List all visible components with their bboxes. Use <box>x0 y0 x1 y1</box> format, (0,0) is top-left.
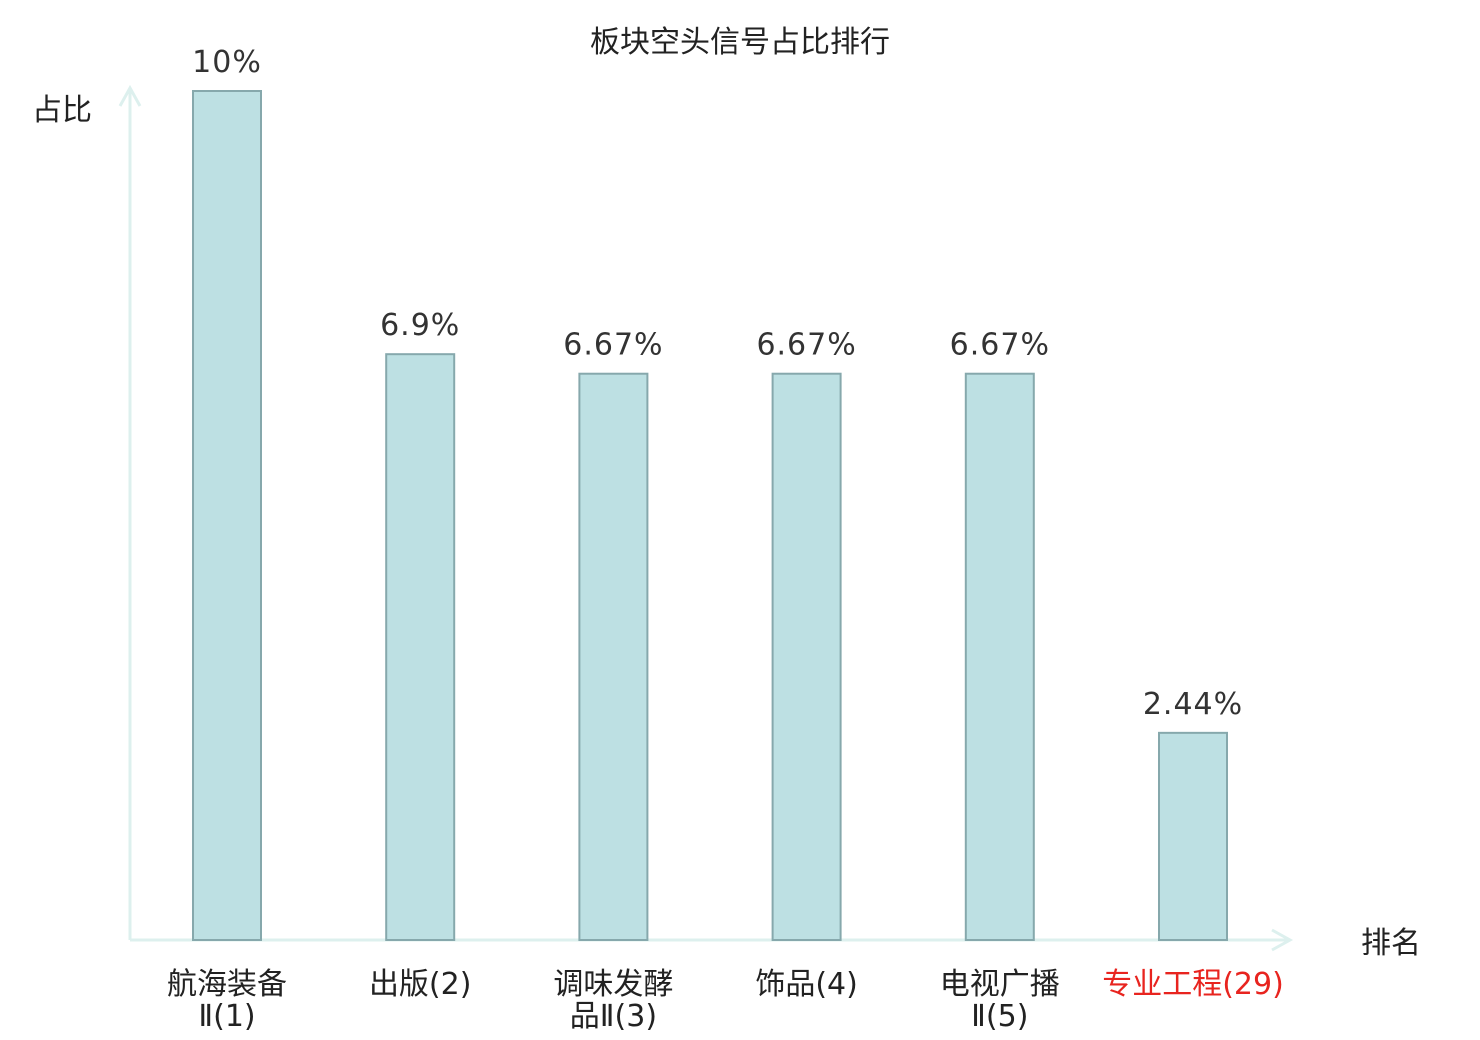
bar <box>385 353 456 941</box>
bar <box>578 372 649 942</box>
axes <box>118 84 1294 952</box>
x-tick-label: 航海装备 Ⅱ(1) <box>167 967 287 1034</box>
x-tick-label: 调味发酵品Ⅱ(3) <box>553 967 673 1034</box>
bar <box>771 372 842 942</box>
y-axis-arrow <box>118 84 142 107</box>
bar <box>1158 731 1228 941</box>
bar-value-label: 10% <box>192 45 262 80</box>
bar-value-label: 6.67% <box>950 328 1050 363</box>
x-tick-label: 专业工程(29) <box>1102 967 1284 1002</box>
chart-title: 板块空头信号占比排行 <box>590 25 890 60</box>
bars-group: 10% 航海装备 Ⅱ(1) 6.9% 出版(2) 6.67% 调味发酵品Ⅱ(3) 6.67% 饰… <box>167 45 1284 1034</box>
x-axis-arrow <box>1271 928 1294 952</box>
x-tick-label: 出版(2) <box>369 967 472 1002</box>
bar <box>192 90 262 941</box>
bar-value-label: 2.44% <box>1143 687 1243 722</box>
bar-value-label: 6.67% <box>563 328 663 363</box>
x-tick-label: 电视广播 Ⅱ(5) <box>940 967 1060 1034</box>
bar <box>964 372 1035 942</box>
x-tick-label: 饰品(4) <box>755 967 858 1002</box>
bar-value-label: 6.67% <box>756 328 856 363</box>
bar-value-label: 6.9% <box>380 308 460 343</box>
x-axis-label: 排名 <box>1361 926 1421 961</box>
y-axis-label: 占比 <box>32 93 92 128</box>
